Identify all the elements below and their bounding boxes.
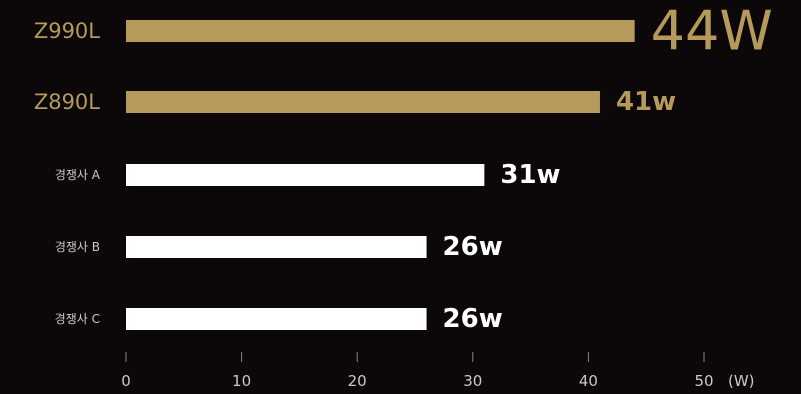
tick-label: 20 xyxy=(348,372,367,390)
bar xyxy=(126,308,427,330)
tick-label: 50 xyxy=(694,372,713,390)
bars-layer: Z990L 44W Z890L 41w 경쟁사 A 31w 경쟁사 B 26w 경쟁사 C 26w xyxy=(34,0,773,334)
tick-label: 10 xyxy=(232,372,251,390)
category-label: 경쟁사 A xyxy=(55,168,101,182)
category-label: Z890L xyxy=(34,90,100,114)
bar xyxy=(126,164,485,186)
tick-label: 40 xyxy=(579,372,598,390)
category-label: Z990L xyxy=(34,19,100,43)
tick-label: 30 xyxy=(463,372,482,390)
x-axis: 0 10 20 30 40 50 (W) xyxy=(121,352,755,390)
tick-label: 0 xyxy=(121,372,131,390)
category-label: 경쟁사 C xyxy=(55,312,100,326)
category-label: 경쟁사 B xyxy=(55,240,100,254)
bar xyxy=(126,20,635,42)
bar xyxy=(126,236,427,258)
value-label: 41w xyxy=(616,87,676,117)
bar xyxy=(126,91,600,113)
axis-unit-label: (W) xyxy=(728,372,755,390)
value-label: 26w xyxy=(443,304,503,334)
value-label: 31w xyxy=(500,160,560,190)
value-label: 44W xyxy=(651,0,773,63)
value-label: 26w xyxy=(443,232,503,262)
